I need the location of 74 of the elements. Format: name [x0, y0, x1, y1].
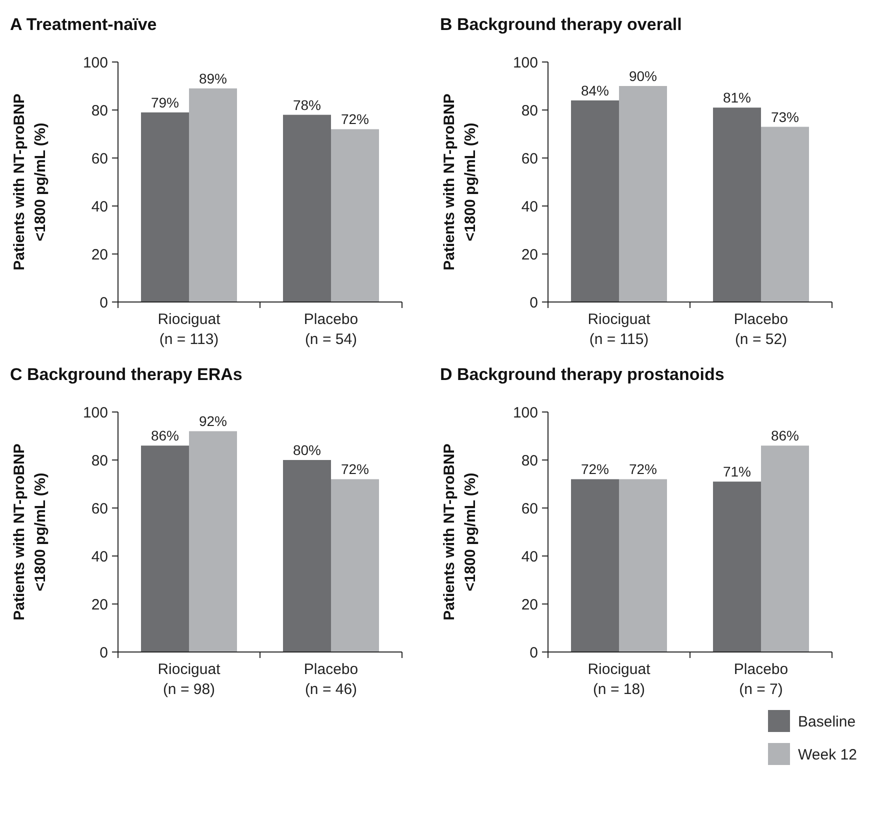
y-tick-label: 60: [91, 500, 108, 518]
y-tick-label: 100: [82, 54, 108, 72]
data-label: 80%: [292, 442, 322, 458]
y-axis-title: Patients with NT-proBNP <1800 pg/mL (%): [11, 94, 49, 270]
y-tick-label: 20: [91, 246, 108, 264]
bar: [619, 479, 667, 652]
bar: [713, 482, 761, 652]
bar: [619, 86, 667, 302]
y-axis-title: Patients with NT-proBNP <1800 pg/mL (%): [11, 444, 49, 620]
data-label: 72%: [340, 461, 370, 478]
bar: [331, 479, 379, 652]
legend-label: Baseline: [798, 713, 856, 730]
y-tick-label: 20: [521, 246, 538, 264]
data-label: 86%: [150, 428, 180, 444]
y-tick-label: 0: [100, 644, 108, 662]
y-tick-label: 80: [521, 102, 538, 120]
bar: [761, 446, 809, 652]
bar: [141, 112, 189, 302]
y-tick-label: 100: [82, 404, 108, 422]
y-tick-label: 80: [91, 452, 108, 470]
y-tick-label: 60: [91, 150, 108, 168]
bar: [283, 460, 331, 652]
x-tick-label: Riociguat (n = 115): [588, 311, 652, 348]
data-label: 79%: [150, 94, 180, 110]
bar: [571, 100, 619, 302]
chart-title: A Treatment-naïve: [10, 15, 157, 34]
data-label: 72%: [628, 461, 658, 478]
y-tick-label: 100: [512, 54, 538, 72]
bar: [761, 126, 809, 302]
data-label: 89%: [198, 70, 228, 86]
y-tick-label: 0: [530, 294, 538, 312]
y-tick-label: 80: [91, 102, 108, 120]
data-label: 71%: [722, 464, 752, 480]
x-tick-label: Riociguat (n = 18): [588, 661, 652, 698]
data-label: 72%: [580, 461, 610, 478]
bar: [189, 88, 237, 302]
y-tick-label: 60: [521, 500, 538, 518]
x-tick-label: Placebo (n = 54): [304, 311, 358, 348]
y-tick-label: 100: [512, 404, 538, 422]
y-axis-title: Patients with NT-proBNP <1800 pg/mL (%): [441, 94, 479, 270]
x-tick-label: Riociguat (n = 113): [158, 311, 222, 348]
y-tick-label: 0: [530, 644, 538, 662]
chart-title: D Background therapy prostanoids: [440, 365, 724, 384]
y-tick-label: 40: [521, 198, 538, 216]
data-label: 78%: [292, 96, 322, 113]
bar: [713, 108, 761, 302]
data-label: 86%: [770, 428, 800, 444]
data-label: 84%: [580, 82, 610, 98]
y-tick-label: 80: [521, 452, 538, 470]
y-tick-label: 20: [91, 596, 108, 614]
bar: [331, 129, 379, 302]
data-label: 92%: [198, 413, 228, 430]
bar: [189, 431, 237, 652]
y-tick-label: 40: [521, 548, 538, 566]
chart-title: C Background therapy ERAs: [10, 365, 242, 384]
y-axis-title: Patients with NT-proBNP <1800 pg/mL (%): [441, 444, 479, 620]
data-label: 90%: [628, 68, 658, 84]
y-tick-label: 40: [91, 198, 108, 216]
x-tick-label: Placebo (n = 52): [734, 311, 788, 348]
data-label: 72%: [340, 111, 370, 128]
data-label: 81%: [722, 90, 752, 106]
x-tick-label: Riociguat (n = 98): [158, 661, 222, 698]
bar: [283, 114, 331, 302]
chart-title: B Background therapy overall: [440, 15, 682, 34]
x-tick-label: Placebo (n = 7): [734, 661, 788, 698]
y-tick-label: 60: [521, 150, 538, 168]
y-tick-label: 40: [91, 548, 108, 566]
y-tick-label: 20: [521, 596, 538, 614]
data-label: 73%: [770, 108, 800, 125]
y-tick-label: 0: [100, 294, 108, 312]
legend-label: Week 12: [798, 746, 857, 764]
bar: [141, 446, 189, 652]
x-tick-label: Placebo (n = 46): [304, 661, 358, 698]
bar: [571, 479, 619, 652]
